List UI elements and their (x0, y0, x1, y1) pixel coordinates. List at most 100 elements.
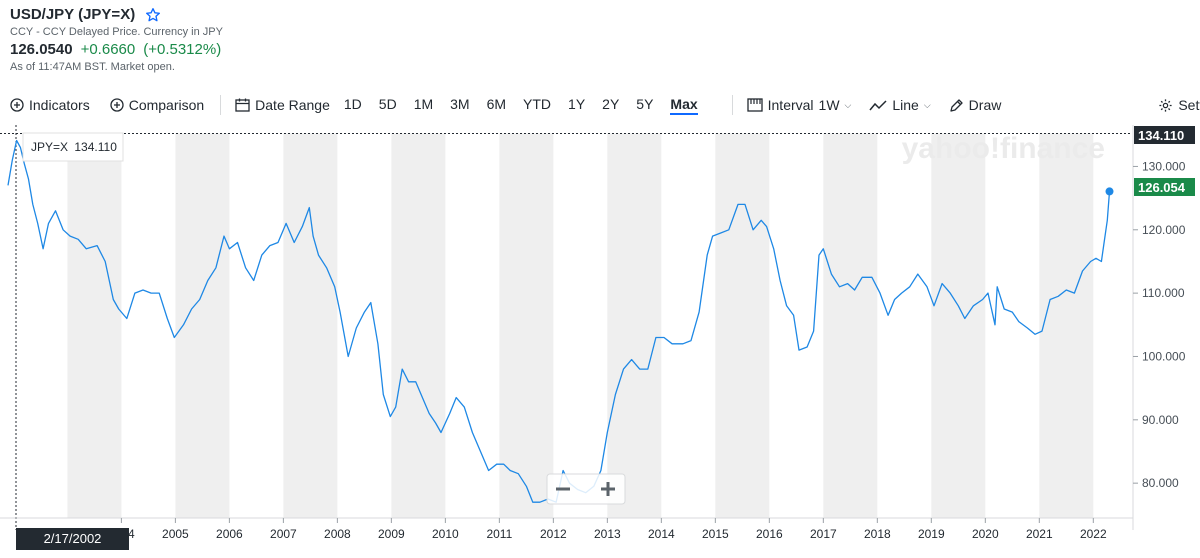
year-band-2017 (823, 133, 878, 518)
quote-change-percent: (+0.5312%) (143, 41, 222, 58)
crosshair-price-tag (1134, 126, 1195, 144)
line-chart-icon (869, 100, 887, 111)
range-button-5d[interactable]: 5D (378, 95, 397, 112)
year-band-2019 (931, 133, 986, 518)
range-button-3m[interactable]: 3M (450, 95, 470, 112)
x-tick-label: 2005 (162, 527, 189, 541)
last-price-marker (1105, 187, 1114, 196)
x-tick-label: 2012 (540, 527, 567, 541)
toolbar-divider (731, 95, 733, 115)
year-band-2005 (175, 133, 230, 518)
quote-timestamp: As of 11:47AM BST. Market open. (10, 61, 175, 73)
y-tick-label: 130.000 (1142, 159, 1186, 173)
x-tick-label: 2017 (810, 527, 837, 541)
watermark-logo: yahoo!finance (902, 132, 1105, 165)
draw-button[interactable]: Draw (949, 97, 1002, 113)
x-tick-label: 2011 (486, 527, 512, 541)
x-tick-label: 2014 (648, 527, 675, 541)
x-tick-label: 2007 (270, 527, 297, 541)
range-button-2y[interactable]: 2Y (602, 95, 620, 112)
svg-text:JPY=X 134.110: JPY=X 134.110 (31, 140, 117, 154)
x-tick-label: 2018 (864, 527, 891, 541)
y-axis: 80.000 90.000 100.000 110.000 120.000 130.000 (1133, 159, 1186, 490)
interval-button[interactable]: Interval 1W ⌵ (746, 97, 852, 113)
crosshair-tooltip: JPY=X 134.110 (22, 132, 124, 162)
x-tick-label: 2021 (1026, 527, 1053, 541)
quote-subtitle: CCY - CCY Delayed Price. Currency in JPY (10, 26, 223, 38)
chart-toolbar: Indicators Comparison Date Range 1D 5D 1M 3… (0, 93, 1200, 117)
range-button-1y[interactable]: 1Y (568, 95, 586, 112)
pencil-icon (950, 98, 963, 112)
price-chart[interactable]: yahoo!finance 80.000 90.000 100.000 110.000… (0, 125, 1200, 558)
y-tick-label: 120.000 (1142, 223, 1186, 237)
x-axis: 2004200520062007200820092010201120122013… (108, 518, 1107, 541)
crosshair-price-tag-text: 134.110 (1138, 128, 1184, 143)
y-tick-label: 90.000 (1142, 413, 1179, 427)
year-band-2003 (67, 133, 122, 518)
x-tick-label: 2013 (594, 527, 621, 541)
crosshair-date-tag-text: 2/17/2002 (44, 531, 102, 546)
quote-change: +0.6660 (80, 41, 136, 58)
chart-type-button[interactable]: Line ⌵ (869, 97, 931, 113)
year-band-2011 (499, 133, 554, 518)
draw-label: Draw (968, 97, 1002, 113)
chart-type-label: Line (892, 97, 919, 113)
tooltip-series-label: JPY=X (31, 140, 68, 154)
y-tick-label: 100.000 (1142, 349, 1186, 363)
zoom-out-button[interactable] (552, 479, 574, 499)
date-range-button[interactable]: Date Range (235, 97, 330, 113)
quote-header: USD/JPY (JPY=X) CCY - CCY Delayed Price.… (10, 6, 223, 73)
range-selector: 1D 5D 1M 3M 6M YTD 1Y 2Y 5Y Max (344, 96, 698, 115)
quote-price: 126.0540 (10, 41, 73, 58)
star-icon[interactable] (145, 7, 161, 23)
range-button-max[interactable]: Max (670, 96, 698, 115)
x-tick-label: 2015 (702, 527, 729, 541)
year-band-2009 (391, 133, 446, 518)
chevron-down-icon: ⌵ (923, 99, 931, 110)
zoom-in-button[interactable] (598, 479, 620, 499)
range-button-6m[interactable]: 6M (486, 95, 507, 112)
range-button-1m[interactable]: 1M (413, 95, 434, 112)
last-price-tag (1134, 178, 1195, 196)
interval-label: Interval (767, 97, 814, 113)
y-tick-label: 80.000 (1142, 476, 1179, 490)
year-band-2007 (283, 133, 338, 518)
x-tick-label: 2010 (432, 527, 459, 541)
plus-circle-icon (110, 98, 124, 112)
crosshair-date-tag (16, 528, 129, 550)
calendar-icon (235, 98, 250, 112)
x-tick-label: 2009 (378, 527, 405, 541)
plus-circle-icon (10, 98, 24, 112)
x-tick-label: 2019 (918, 527, 945, 541)
toolbar-divider (220, 95, 222, 115)
comparison-label: Comparison (128, 97, 205, 113)
range-button-5y[interactable]: 5Y (636, 95, 654, 112)
x-tick-label: 2008 (324, 527, 351, 541)
gear-icon (1159, 98, 1172, 112)
year-band-2015 (715, 133, 770, 518)
y-tick-label: 110.000 (1142, 286, 1185, 300)
x-tick-label: 2006 (216, 527, 243, 541)
settings-label: Settings (1178, 97, 1200, 113)
quote-title: USD/JPY (JPY=X) (10, 6, 136, 23)
range-button-1d[interactable]: 1D (343, 95, 362, 112)
indicators-label: Indicators (29, 97, 90, 113)
x-tick-label: 2016 (756, 527, 783, 541)
x-tick-label: 2022 (1080, 527, 1107, 541)
range-button-ytd[interactable]: YTD (523, 95, 552, 112)
year-bands (67, 133, 1094, 518)
year-band-2021 (1039, 133, 1094, 518)
comparison-button[interactable]: Comparison (110, 97, 204, 113)
x-tick-label: 2020 (972, 527, 999, 541)
interval-value: 1W (818, 97, 840, 113)
chevron-down-icon: ⌵ (844, 99, 852, 110)
zoom-control (546, 473, 626, 505)
settings-button[interactable]: Settings (1158, 97, 1200, 113)
year-band-2013 (607, 133, 662, 518)
tooltip-value: 134.110 (74, 140, 117, 154)
interval-icon (746, 98, 763, 112)
indicators-button[interactable]: Indicators (10, 97, 90, 113)
date-range-label: Date Range (255, 97, 330, 113)
plus-icon (601, 482, 615, 496)
last-price-tag-text: 126.054 (1138, 180, 1186, 195)
